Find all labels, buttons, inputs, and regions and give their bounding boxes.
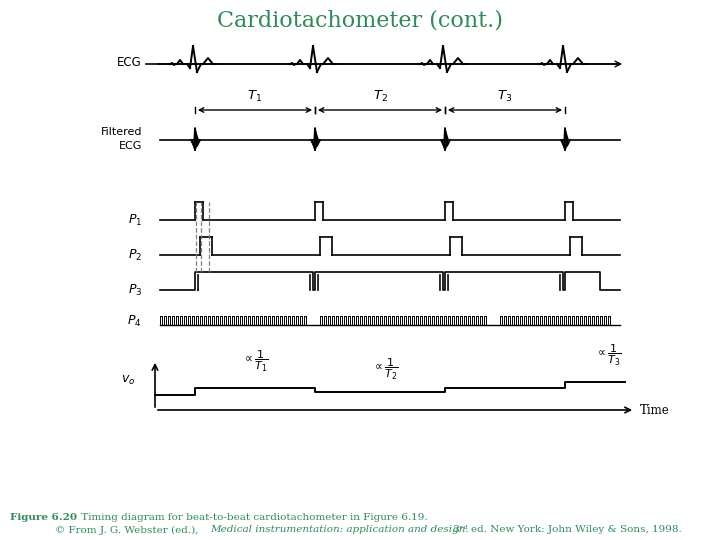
Text: Time: Time: [640, 403, 670, 416]
Text: ECG: ECG: [117, 57, 142, 70]
Text: Cardiotachometer (cont.): Cardiotachometer (cont.): [217, 9, 503, 31]
Text: Filtered: Filtered: [101, 127, 142, 137]
Text: Medical instrumentation: application and design.: Medical instrumentation: application and…: [210, 525, 469, 535]
Text: $T_2$: $T_2$: [372, 89, 387, 104]
Text: ECG: ECG: [119, 141, 142, 151]
Text: $P_2$: $P_2$: [128, 247, 142, 262]
Text: $\propto \dfrac{1}{T_1}$: $\propto \dfrac{1}{T_1}$: [242, 349, 268, 374]
Text: $\propto \dfrac{1}{T_2}$: $\propto \dfrac{1}{T_2}$: [372, 357, 398, 382]
Text: Figure 6.20: Figure 6.20: [10, 514, 77, 523]
Text: $P_1$: $P_1$: [127, 212, 142, 227]
Text: $P_4$: $P_4$: [127, 313, 142, 328]
Text: $T_3$: $T_3$: [498, 89, 513, 104]
Text: $P_3$: $P_3$: [127, 282, 142, 298]
Text: $\propto \dfrac{1}{T_3}$: $\propto \dfrac{1}{T_3}$: [595, 343, 621, 368]
Text: Timing diagram for beat-to-beat cardiotachometer in Figure 6.19.: Timing diagram for beat-to-beat cardiota…: [78, 514, 428, 523]
Text: 3ʳᵈ ed. New York: John Wiley & Sons, 1998.: 3ʳᵈ ed. New York: John Wiley & Sons, 199…: [450, 525, 682, 535]
Text: $T_1$: $T_1$: [248, 89, 263, 104]
Text: © From J. G. Webster (ed.),: © From J. G. Webster (ed.),: [55, 525, 202, 535]
Text: $v_o$: $v_o$: [121, 374, 135, 387]
